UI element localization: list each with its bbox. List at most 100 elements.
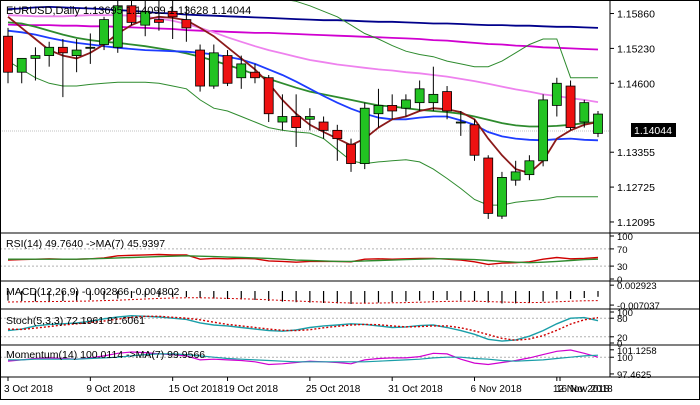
- series-line--d: [7, 315, 599, 341]
- candle-body-bull: [428, 93, 439, 104]
- candle: [236, 55, 247, 89]
- y-tick-label: 1.13355: [617, 147, 655, 159]
- macd-signal-line: [7, 297, 599, 304]
- y-tick-label: 100: [617, 232, 633, 243]
- momentum-panel: Momentum(14) 100.0114 ->MA(7) 99.9566 10…: [0, 346, 700, 381]
- ma-line-green: [7, 21, 599, 128]
- candle: [304, 108, 315, 131]
- macd-bar: [569, 291, 572, 299]
- candle-body-bull: [524, 160, 535, 176]
- macd-bar: [419, 291, 421, 301]
- x-tick-label: 9 Oct 2018: [86, 384, 135, 395]
- macd-bar: [213, 291, 215, 299]
- candle-body-bull: [236, 63, 247, 79]
- candle: [469, 119, 480, 161]
- candle: [71, 38, 82, 73]
- macd-bar: [515, 291, 517, 304]
- candle: [181, 5, 192, 42]
- macd-bar: [309, 291, 311, 303]
- macd-bar: [295, 291, 297, 303]
- macd-bar: [21, 291, 23, 301]
- macd-bar: [432, 291, 434, 300]
- candle-body-bear: [154, 19, 164, 23]
- candle: [57, 38, 68, 98]
- candle-body-bull: [359, 107, 370, 164]
- candle-body-bear: [57, 46, 68, 54]
- macd-bar: [473, 291, 476, 301]
- candle: [291, 94, 302, 147]
- candle-body-bull: [112, 5, 123, 48]
- candle: [538, 94, 549, 167]
- candle: [565, 80, 576, 131]
- candle: [593, 111, 603, 138]
- y-tick-label: 0.002923: [617, 281, 657, 292]
- macd-bar: [528, 291, 530, 303]
- series-line-ma: [8, 353, 599, 363]
- candle-body-bull: [71, 49, 82, 56]
- rsi-title: RSI(14) 49.7640 ->MA(7) 45.9397: [6, 238, 165, 250]
- macd-bar: [364, 291, 366, 304]
- stoch-title: Stoch(5,3,3) 72.1961 81.6061: [6, 315, 145, 327]
- candle: [140, 0, 151, 37]
- momentum-title: Momentum(14) 100.0114 ->MA(7) 99.9566: [6, 349, 205, 361]
- y-tick-label: 101.1258: [617, 346, 657, 357]
- macd-bar: [144, 291, 146, 298]
- macd-bar: [34, 291, 37, 302]
- y-tick-label: 1.15230: [617, 43, 655, 55]
- candle: [167, 0, 178, 39]
- macd-bar: [76, 291, 78, 301]
- candle: [99, 16, 109, 51]
- ma-line-upper-band: [284, 0, 598, 79]
- candle: [359, 102, 370, 170]
- candle-body-bull: [85, 46, 96, 49]
- x-tick-label: 16 Nov 2018: [556, 384, 613, 395]
- candle: [442, 86, 452, 120]
- current-price-label: 1.14044: [634, 125, 672, 137]
- y-tick-label: 1.12095: [617, 217, 655, 229]
- macd-bar: [158, 291, 160, 297]
- ma-line-pink: [7, 14, 599, 103]
- candle-body-bull: [414, 88, 425, 104]
- macd-bar: [322, 291, 325, 303]
- ma-line-lower-band: [7, 60, 598, 206]
- macd-bar: [460, 291, 462, 301]
- y-tick-label: 70: [617, 245, 628, 256]
- candle-body-bull: [44, 46, 55, 56]
- candle: [414, 80, 425, 111]
- y-tick-label: 100: [617, 308, 633, 319]
- price-panel: EURUSD,Daily 1.13695 1.14099 1.13628 1.1…: [0, 0, 700, 234]
- candle: [3, 27, 13, 84]
- candle-body-bear: [387, 105, 398, 112]
- x-tick-label: 15 Oct 2018: [169, 384, 224, 395]
- candle: [318, 116, 329, 139]
- candle-body-bull: [593, 113, 603, 134]
- macd-bar: [130, 291, 133, 298]
- candle-body-bull: [16, 57, 27, 73]
- candle-body-bear: [195, 49, 205, 87]
- y-tick-label: 0: [617, 275, 622, 286]
- series-line-ma: [8, 255, 599, 264]
- macd-bar: [240, 291, 242, 300]
- candle-body-bear: [469, 124, 480, 156]
- candle-body-bear: [346, 143, 356, 164]
- candle: [428, 66, 439, 111]
- candle-body-bear: [483, 157, 494, 214]
- candle: [579, 99, 590, 128]
- macd-bar: [254, 291, 256, 300]
- candle-body-bull: [99, 19, 109, 45]
- candle: [497, 171, 507, 219]
- x-tick-label: 12 Nov 2018: [553, 384, 610, 395]
- y-tick-label: 80: [617, 314, 628, 325]
- macd-bar: [172, 291, 174, 297]
- y-tick-label: 0: [617, 339, 622, 350]
- candle-body-bear: [318, 121, 329, 131]
- candle: [510, 160, 521, 186]
- candle-body-bear: [442, 91, 452, 112]
- macd-bar: [281, 291, 284, 302]
- candle: [277, 94, 288, 131]
- macd-bar: [117, 291, 119, 299]
- macd-bar: [336, 291, 338, 304]
